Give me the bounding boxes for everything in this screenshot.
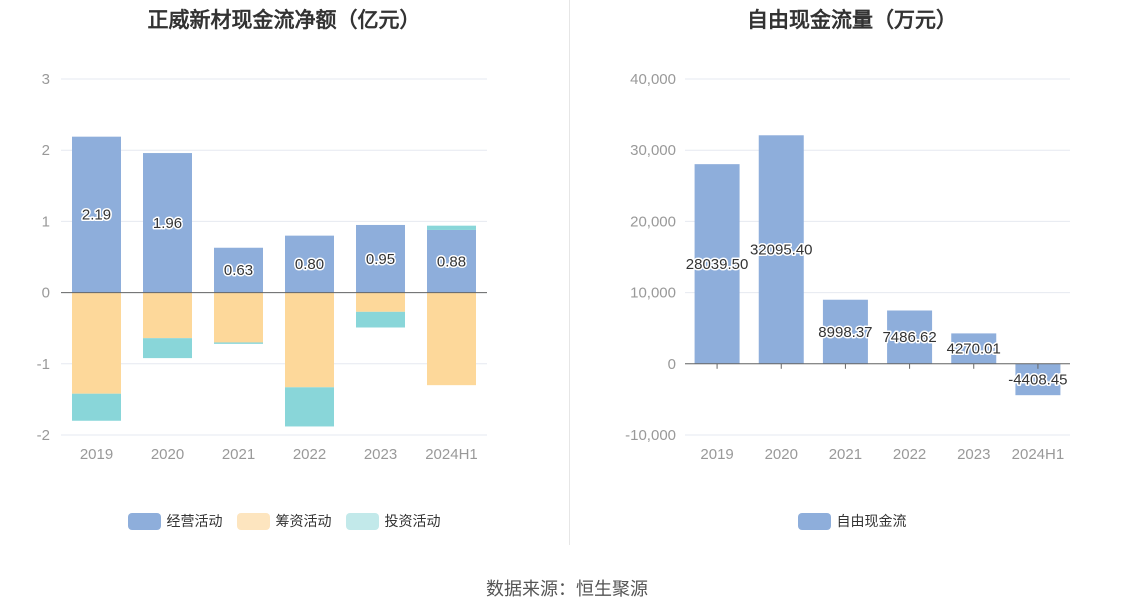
y-tick-label: 0	[668, 356, 676, 373]
data-label: 0.88	[437, 253, 466, 270]
data-label: 4270.01	[947, 341, 1001, 358]
y-tick-label: 30,000	[630, 142, 676, 159]
bar-segment[interactable]	[887, 310, 933, 364]
data-source: 数据来源：恒生聚源	[486, 579, 648, 599]
cash-flow-plot: -2 -1 0 1 2 3 2019 2.19 2020 1.96 2021 0.63 2022 0.80…	[37, 71, 487, 463]
data-label: 2.19	[82, 207, 111, 224]
bar-segment[interactable]	[285, 292, 334, 388]
bar-segment[interactable]	[72, 393, 121, 421]
x-tick-label: 2023	[957, 446, 990, 463]
bar-segment[interactable]	[758, 135, 804, 364]
bar-segment[interactable]	[72, 136, 121, 293]
y-tick-label: 40,000	[630, 71, 676, 88]
x-tick-label: 2021	[829, 446, 862, 463]
x-tick-label: 2022	[893, 446, 926, 463]
legend-item[interactable]: 投资活动	[345, 511, 441, 531]
y-tick-label: 0	[42, 285, 50, 302]
legend-item[interactable]: 筹资活动	[236, 511, 332, 531]
x-tick-label: 2020	[151, 446, 184, 463]
chart-cash-flow-net: 正威新材现金流净额（亿元） -2 -1 0 1 2 3 2019 2.19 2020 1.96 20…	[0, 0, 568, 545]
x-tick-label: 2020	[765, 446, 798, 463]
legend-item[interactable]: 经营活动	[127, 511, 223, 531]
bar-segment[interactable]	[356, 311, 405, 328]
legend-label: 投资活动	[384, 513, 441, 529]
chart-title: 自由现金流量（万元）	[747, 9, 957, 32]
legend: 自由现金流	[570, 511, 1134, 531]
bar-segment[interactable]	[951, 333, 997, 364]
data-label: 8998.37	[818, 324, 872, 341]
bar-segment[interactable]	[427, 292, 476, 386]
free-cash-flow-plot: -10,000 0 10,000 20,000 30,000 40,000 2019 2803…	[625, 71, 1070, 463]
legend-label: 自由现金流	[836, 513, 907, 529]
bar-segment[interactable]	[427, 225, 476, 230]
legend-swatch	[236, 512, 270, 530]
y-tick-label: -10,000	[625, 427, 676, 444]
x-tick-label: 2022	[293, 446, 326, 463]
legend-label: 筹资活动	[275, 513, 332, 529]
legend-swatch	[797, 512, 831, 530]
legend: 经营活动 筹资活动 投资活动	[0, 511, 568, 531]
x-tick-label: 2023	[364, 446, 397, 463]
bar-segment[interactable]	[214, 292, 263, 343]
x-tick-label: 2019	[80, 446, 113, 463]
x-tick-label: 2024H1	[425, 446, 478, 463]
y-tick-label: 20,000	[630, 213, 676, 230]
bar-segment[interactable]	[143, 153, 192, 293]
legend-swatch	[127, 512, 161, 530]
bar-segment[interactable]	[1015, 363, 1061, 396]
data-label: 32095.40	[750, 242, 813, 259]
bar-segment[interactable]	[285, 235, 334, 293]
y-tick-label: 1	[42, 213, 50, 230]
data-label: 0.63	[224, 262, 253, 279]
data-label: 0.80	[295, 256, 324, 273]
chart-free-cash-flow: 自由现金流量（万元） -10,000 0 10,000 20,000 30,000 40,…	[570, 0, 1134, 545]
bar-segment[interactable]	[427, 229, 476, 293]
y-tick-label: -1	[37, 356, 50, 373]
x-tick-label: 2024H1	[1012, 446, 1065, 463]
bar-segment[interactable]	[822, 299, 868, 364]
data-label: 7486.62	[882, 329, 936, 346]
bar-segment[interactable]	[214, 342, 263, 344]
data-label: 1.96	[153, 215, 182, 232]
data-label: 0.95	[366, 251, 395, 268]
bar-segment[interactable]	[214, 247, 263, 293]
bar-segment[interactable]	[143, 338, 192, 359]
bar-segment[interactable]	[694, 164, 740, 364]
bar-segment[interactable]	[72, 292, 121, 394]
panel-divider	[569, 0, 570, 545]
y-tick-label: 10,000	[630, 285, 676, 302]
legend-label: 经营活动	[166, 513, 223, 529]
bar-segment[interactable]	[143, 292, 192, 339]
y-tick-label: 3	[42, 71, 50, 88]
bar-segment[interactable]	[356, 292, 405, 312]
x-tick-label: 2019	[700, 446, 733, 463]
y-tick-label: -2	[37, 427, 50, 444]
x-tick-label: 2021	[222, 446, 255, 463]
chart-title: 正威新材现金流净额（亿元）	[147, 9, 421, 32]
legend-item[interactable]: 自由现金流	[797, 511, 907, 531]
bar-segment[interactable]	[285, 387, 334, 427]
y-tick-label: 2	[42, 142, 50, 159]
bar-segment[interactable]	[356, 224, 405, 293]
data-label: 28039.50	[686, 256, 749, 273]
data-label: -4408.45	[1008, 371, 1067, 388]
legend-swatch	[345, 512, 379, 530]
